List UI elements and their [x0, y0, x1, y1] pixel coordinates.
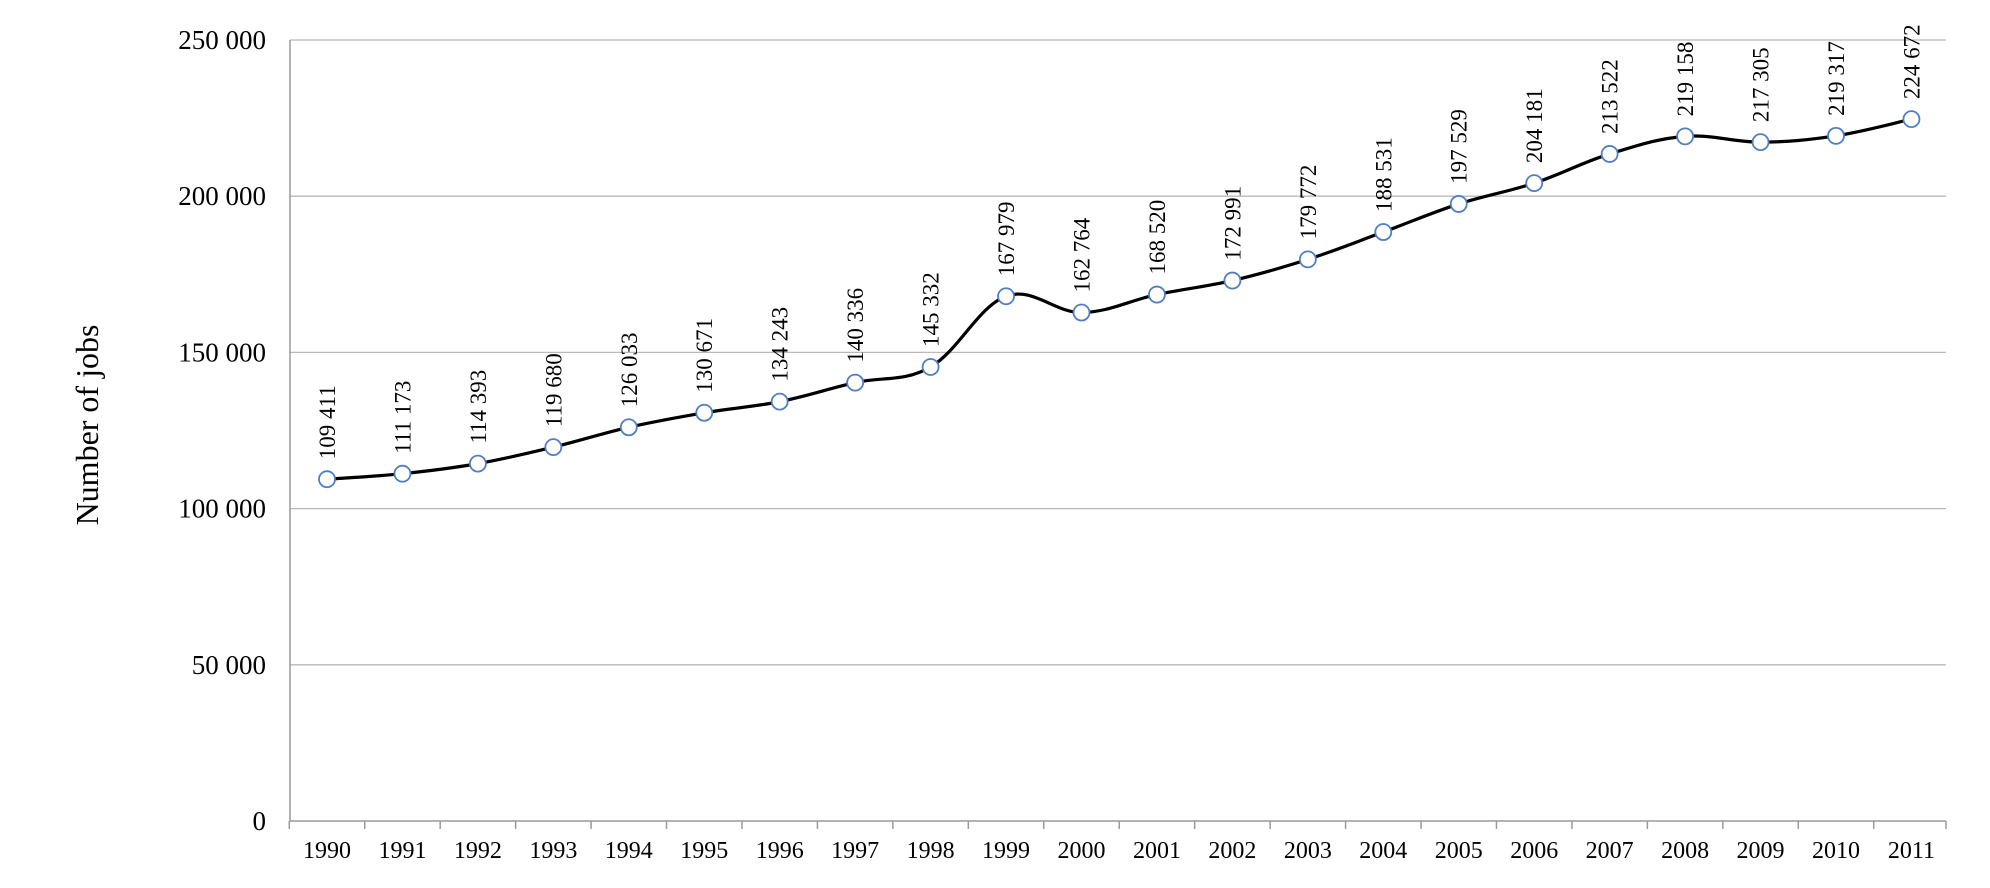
x-tick-label: 1990	[303, 838, 351, 864]
x-tick-label: 1995	[680, 838, 728, 864]
y-axis-ticks: 0 50 000 100 000 150 000 200 000 250 000	[178, 25, 266, 836]
data-point	[393, 464, 412, 483]
data-label: 188 531	[1371, 137, 1396, 212]
data-point	[1298, 250, 1317, 269]
data-point	[468, 454, 487, 473]
data-point	[1223, 271, 1242, 290]
y-tick-label: 100 000	[178, 494, 266, 524]
y-tick-label: 150 000	[178, 337, 266, 367]
x-tick-label: 1994	[605, 838, 653, 864]
data-label: 111 173	[390, 381, 415, 454]
series-line	[326, 117, 1912, 481]
data-point	[1827, 126, 1845, 145]
x-tick-label: 1996	[756, 838, 804, 864]
data-label: 219 317	[1824, 41, 1849, 116]
y-tick-label: 200 000	[178, 181, 266, 211]
data-point	[1525, 174, 1544, 193]
x-tick-label: 2008	[1661, 838, 1709, 864]
y-axis-label: Number of jobs	[69, 325, 105, 526]
data-label: 204 181	[1522, 88, 1547, 163]
x-axis-ticks: 1990 1991 1992 1993 1994 1995 1996 1997 1998 1999…	[303, 838, 1935, 864]
data-label: 217 305	[1749, 47, 1774, 122]
x-tick-label: 1991	[378, 838, 426, 864]
data-point	[770, 392, 789, 411]
x-tick-label: 2004	[1359, 838, 1407, 864]
x-tick-label: 1992	[454, 838, 502, 864]
data-label: 172 991	[1220, 186, 1245, 261]
data-label: 119 680	[541, 353, 566, 427]
data-point	[921, 358, 940, 376]
data-point	[1676, 127, 1694, 146]
gridlines	[288, 39, 1947, 829]
data-label: 134 243	[768, 307, 793, 382]
data-point	[1600, 145, 1619, 163]
x-tick-label: 2000	[1058, 838, 1106, 864]
data-label: 130 671	[692, 318, 717, 393]
data-label: 197 529	[1447, 109, 1472, 184]
data-point	[1374, 223, 1393, 241]
data-label: 140 336	[843, 288, 868, 363]
x-tick-label: 1997	[831, 838, 879, 864]
data-label: 179 772	[1296, 165, 1321, 240]
y-tick-label: 250 000	[178, 25, 266, 55]
data-label: 109 411	[315, 385, 340, 459]
data-label: 162 764	[1070, 217, 1095, 292]
x-tick-label: 2011	[1888, 838, 1935, 864]
data-label: 219 158	[1673, 42, 1698, 117]
data-point	[997, 287, 1015, 306]
data-label: 145 332	[919, 272, 944, 347]
data-point	[544, 438, 563, 457]
data-point	[695, 403, 714, 422]
data-label: 114 393	[466, 370, 491, 444]
data-label: 168 520	[1145, 200, 1170, 275]
data-label: 167 979	[994, 201, 1019, 276]
x-tick-label: 2007	[1586, 838, 1634, 864]
x-tick-label: 1998	[907, 838, 955, 864]
data-point	[1751, 133, 1770, 152]
y-tick-label: 0	[253, 806, 267, 836]
data-markers	[318, 110, 1921, 489]
x-tick-label: 2003	[1284, 838, 1332, 864]
x-tick-label: 2005	[1435, 838, 1483, 864]
y-tick-label: 50 000	[192, 650, 266, 680]
data-label: 224 672	[1899, 24, 1924, 99]
x-tick-label: 2002	[1208, 838, 1256, 864]
x-tick-label: 2006	[1510, 838, 1558, 864]
data-point	[1148, 285, 1166, 304]
data-point	[1902, 110, 1921, 129]
data-point	[318, 470, 336, 489]
x-tick-label: 2001	[1133, 838, 1181, 864]
x-tick-label: 2009	[1737, 838, 1785, 864]
data-label: 126 033	[617, 333, 642, 408]
data-point	[1072, 303, 1091, 322]
data-point	[846, 373, 865, 392]
x-tick-label: 1993	[529, 838, 577, 864]
x-tick-label: 2010	[1812, 838, 1860, 864]
data-label: 213 522	[1598, 59, 1623, 134]
x-tick-label: 1999	[982, 838, 1030, 864]
data-point	[1449, 195, 1468, 213]
data-labels: 109 411 111 173 114 393 119 680 126 033 130 6…	[315, 24, 1924, 459]
data-point	[619, 418, 638, 437]
